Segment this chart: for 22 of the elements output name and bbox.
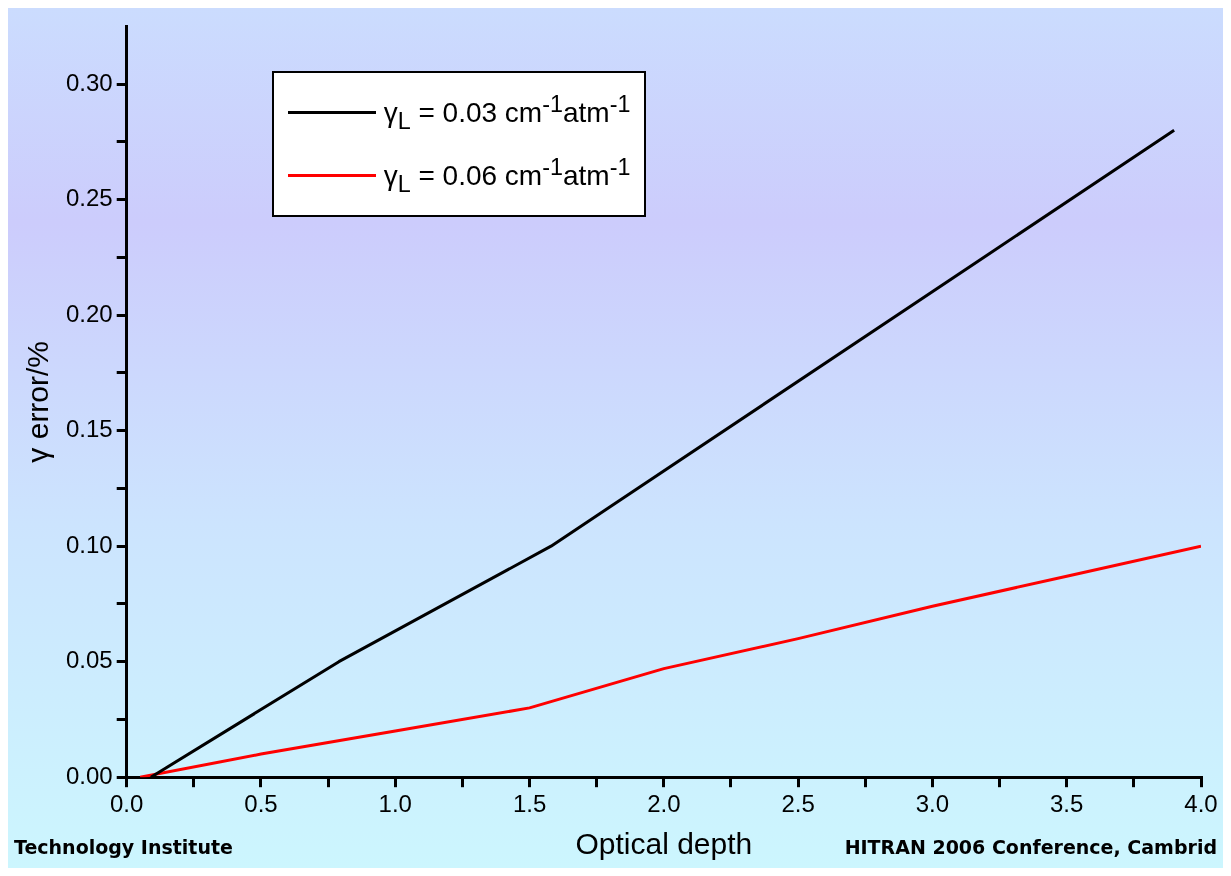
- x-tick-label: 0.0: [110, 790, 144, 818]
- x-tick-label: 3.5: [1050, 790, 1084, 818]
- y-tick-label: 0.20: [65, 299, 113, 327]
- y-tick-label: 0.05: [65, 646, 113, 674]
- text: Technology Institute: [14, 836, 233, 858]
- x-tick-label: 3.0: [915, 790, 950, 818]
- x-tick-label: 1.5: [512, 790, 547, 818]
- y-tick-label: 0.25: [65, 184, 113, 212]
- x-axis-title: Optical depth: [575, 827, 753, 861]
- legend-label: γ$_{L}$ = 0.03 cm$^{-1}$atm$^{-1}$: [383, 90, 631, 137]
- text: HITRAN 2006 Conference, Cambrid: [844, 836, 1217, 858]
- legend-label: γ$_{L}$ = 0.06 cm$^{-1}$atm$^{-1}$: [383, 153, 631, 200]
- y-axis-title: γ error/%: [21, 340, 55, 463]
- x-tick-label: 1.0: [378, 790, 412, 818]
- y-tick-label: 0.10: [65, 530, 113, 558]
- y-tick-label: 0.30: [65, 68, 113, 96]
- x-tick-label: 2.5: [781, 790, 815, 818]
- x-tick-label: 4.0: [1184, 790, 1218, 818]
- y-tick-label: 0.00: [65, 761, 113, 789]
- x-tick-label: 0.5: [244, 790, 278, 818]
- y-tick-label: 0.15: [65, 415, 113, 443]
- x-tick-label: 2.0: [647, 790, 681, 818]
